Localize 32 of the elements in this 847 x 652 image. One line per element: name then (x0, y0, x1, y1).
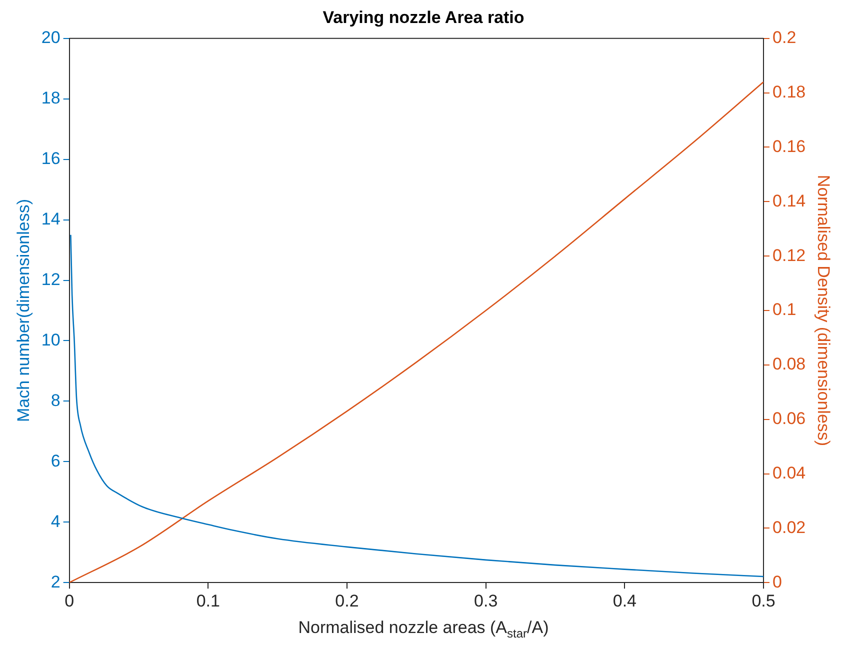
y-tick-label: 10 (41, 330, 60, 350)
y-tick-label: 12 (41, 270, 60, 289)
y2-tick-label: 0.14 (772, 191, 806, 210)
chart-title: Varying nozzle Area ratio (322, 8, 524, 27)
x-tick-label: 0.2 (335, 591, 359, 610)
y2-tick-label: 0.04 (772, 463, 806, 482)
y-tick-label: 18 (41, 88, 60, 108)
y2-tick-label: 0.2 (772, 28, 796, 48)
y-tick-label: 20 (41, 28, 60, 48)
y2-tick-label: 0.16 (772, 136, 806, 156)
y2-tick-label: 0.08 (772, 354, 806, 374)
y-tick-label: 14 (41, 209, 60, 228)
y-tick-label: 8 (50, 390, 60, 410)
y2-axis-title: Normalised Density (dimensionless) (814, 174, 834, 446)
x-tick-label: 0 (64, 591, 74, 610)
line-series (70, 234, 764, 578)
y2-tick-label: 0.1 (772, 300, 796, 320)
y-tick-label: 4 (50, 512, 60, 531)
y2-tick-label: 0.02 (772, 518, 806, 537)
x-axis-title: Normalised nozzle areas (A$_{star}$/A) (297, 618, 550, 640)
x-tick-label: 0.5 (752, 591, 776, 610)
y2-tick-label: 0.06 (772, 409, 806, 428)
y-tick-label: 2 (50, 572, 60, 592)
y2-tick-label: 0.18 (772, 82, 806, 102)
y2-tick-label: 0 (772, 572, 782, 592)
x-tick-label: 0.1 (196, 591, 220, 610)
y-axis-title: Mach number(dimensionless) (14, 199, 33, 422)
x-tick-label: 0.3 (474, 591, 498, 610)
y-tick-label: 16 (41, 149, 60, 168)
y2-tick-label: 0.12 (772, 246, 806, 265)
x-tick-label: 0.4 (612, 591, 636, 610)
y-tick-label: 6 (50, 451, 60, 470)
